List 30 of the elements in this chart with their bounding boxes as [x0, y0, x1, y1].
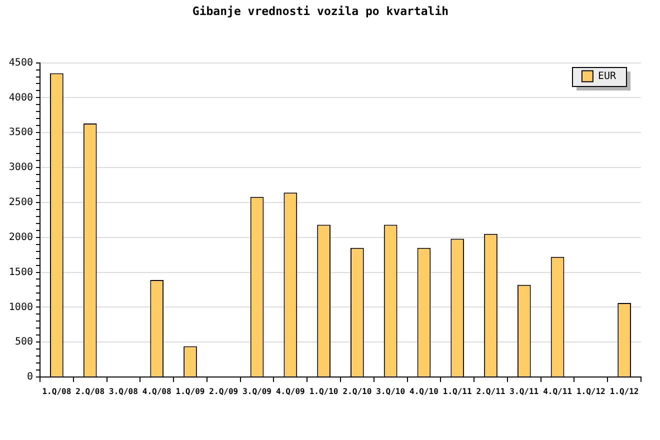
chart-title: Gibanje vrednosti vozila po kvartalih [192, 4, 449, 18]
y-tick-label: 2000 [8, 232, 33, 243]
x-tick-label: 1.Q/12 [576, 386, 606, 396]
x-tick-label: 3.Q/11 [510, 386, 539, 396]
x-tick-label: 4.Q/09 [276, 386, 306, 396]
x-tick-label: 1.Q/11 [442, 386, 472, 396]
x-tick-label: 1.Q/12 [610, 386, 639, 396]
x-tick-label: 2.Q/11 [476, 386, 506, 396]
y-tick-label: 2500 [8, 197, 33, 208]
x-tick-label: 2.Q/10 [342, 386, 372, 396]
x-tick-label: 2.Q/08 [76, 386, 105, 396]
x-tick-label: 1.Q/08 [42, 386, 72, 396]
y-tick-label: 3500 [8, 127, 33, 138]
y-tick-label: 4500 [8, 57, 33, 68]
x-tick-label: 3.Q/08 [109, 386, 138, 396]
x-tick-label: 1.Q/09 [176, 386, 205, 396]
x-tick-label: 4.Q/11 [543, 386, 572, 396]
y-tick-label: 500 [14, 336, 33, 348]
y-tick-label: 3000 [8, 162, 33, 174]
x-tick-label: 1.Q/10 [309, 386, 338, 396]
y-tick-label: 0 [26, 372, 33, 383]
x-tick-label: 4.Q/08 [142, 386, 172, 396]
y-tick-label: 1500 [8, 266, 33, 278]
x-tick-label: 3.Q/09 [242, 386, 272, 396]
legend-label: EUR [598, 70, 617, 82]
x-tick-label: 3.Q/10 [376, 386, 406, 396]
y-tick-label: 1000 [8, 302, 33, 313]
y-tick-label: 4000 [8, 92, 33, 104]
x-tick-label: 2.Q/09 [209, 386, 238, 396]
x-tick-label: 4.Q/10 [410, 386, 439, 396]
